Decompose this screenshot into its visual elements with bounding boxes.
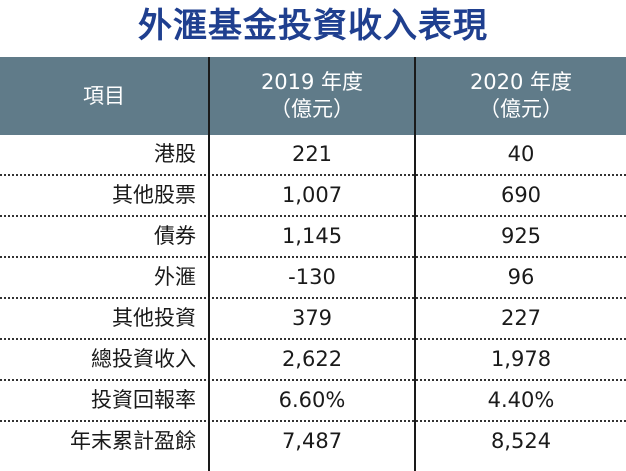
header-2020-unit: （億元）: [479, 97, 563, 121]
header-item: 項目: [0, 57, 208, 135]
value-2019: 1,007: [281, 183, 343, 207]
value-2020: 96: [507, 265, 535, 289]
table-row: 投資回報率 6.60% 4.40%: [0, 381, 626, 422]
row-label: 其他投資: [112, 306, 196, 330]
row-label: 債券: [154, 224, 196, 248]
value-2019: 2,622: [281, 347, 343, 371]
column-divider: [414, 57, 416, 471]
value-2020: 690: [500, 183, 542, 207]
row-label: 港股: [154, 142, 196, 166]
header-2020-year: 2020 年度: [469, 70, 573, 94]
header-2019-year: 2019 年度: [260, 70, 364, 94]
value-2019: 7,487: [281, 429, 343, 453]
header-2019: 2019 年度 （億元）: [210, 57, 414, 135]
table-row: 年末累計盈餘 7,487 8,524: [0, 422, 626, 463]
row-label: 投資回報率: [91, 388, 196, 412]
value-2020: 8,524: [490, 429, 552, 453]
header-item-label: 項目: [83, 83, 125, 108]
page-title: 外滙基金投資收入表現: [138, 6, 488, 46]
investment-income-table: 項目 2019 年度 （億元） 2020 年度 （億元） 港股 221 40 其…: [0, 57, 626, 463]
table-row: 外滙 -130 96: [0, 258, 626, 299]
value-2019: 1,145: [281, 224, 343, 248]
table-row: 港股 221 40: [0, 135, 626, 176]
row-label: 總投資收入: [91, 347, 196, 371]
table-header: 項目 2019 年度 （億元） 2020 年度 （億元）: [0, 57, 626, 135]
value-2019: 379: [291, 306, 333, 330]
value-2020: 925: [500, 224, 542, 248]
value-2020: 40: [507, 142, 535, 166]
value-2019: 221: [291, 142, 333, 166]
value-2020: 4.40%: [487, 388, 555, 412]
header-2019-unit: （億元）: [270, 97, 354, 121]
row-label: 年末累計盈餘: [70, 429, 196, 453]
table-row: 總投資收入 2,622 1,978: [0, 340, 626, 381]
table-row: 債券 1,145 925: [0, 217, 626, 258]
table-row: 其他投資 379 227: [0, 299, 626, 340]
value-2019: 6.60%: [278, 388, 346, 412]
header-2020: 2020 年度 （億元）: [416, 57, 626, 135]
value-2020: 1,978: [490, 347, 552, 371]
value-2020: 227: [500, 306, 542, 330]
column-divider: [208, 57, 210, 471]
value-2019: -130: [288, 265, 336, 289]
row-label: 外滙: [154, 265, 196, 289]
row-label: 其他股票: [112, 183, 196, 207]
table-row: 其他股票 1,007 690: [0, 176, 626, 217]
